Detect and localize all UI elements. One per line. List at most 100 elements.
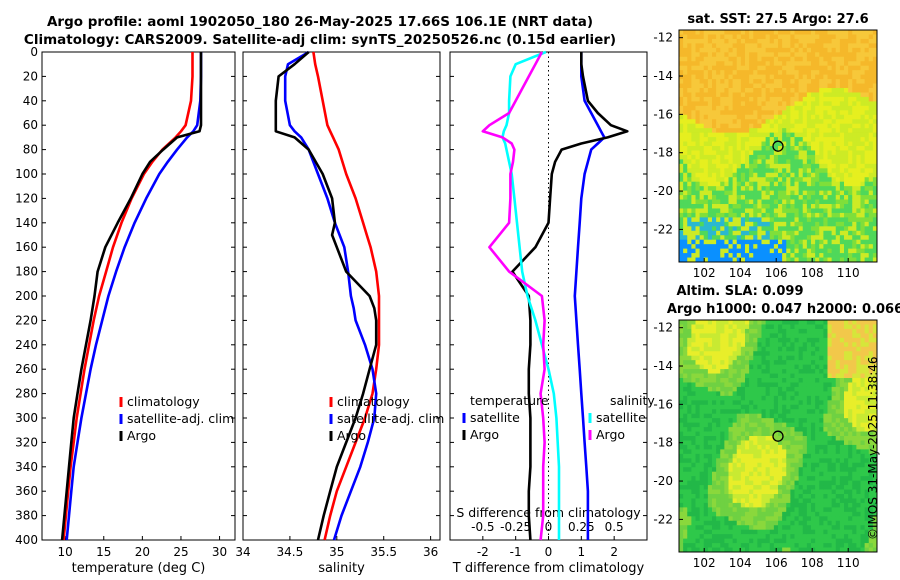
sla-map-cell — [786, 351, 791, 357]
sst-map-cell — [728, 204, 734, 209]
depth-tick-label: 240 — [15, 338, 38, 352]
sst-map-cell — [778, 105, 783, 111]
sla-map-cell — [827, 360, 833, 366]
sst-map-cell — [864, 65, 870, 71]
sst-map-cell — [691, 154, 696, 160]
sla-map-cell — [844, 516, 849, 522]
sst-map-cell — [811, 150, 816, 156]
sst-lon-label: 106 — [765, 266, 788, 280]
sst-map-cell — [716, 163, 721, 169]
sst-map-cell — [761, 212, 767, 218]
sst-map-cell — [782, 96, 787, 102]
sst-map-cell — [753, 128, 758, 134]
sla-map-cell — [790, 511, 795, 517]
sst-map-cell — [707, 235, 713, 241]
sst-map-cell — [844, 257, 849, 263]
sla-map-cell — [683, 373, 688, 379]
sla-map-cell — [695, 391, 701, 397]
sla-map-cell — [707, 440, 713, 446]
sst-map-cell — [707, 230, 713, 236]
sst-map-cell — [757, 79, 762, 84]
sst-map-cell — [835, 239, 841, 245]
sst-map-cell — [732, 181, 738, 187]
sst-map-cell — [802, 221, 808, 227]
sst-map-cell — [790, 43, 795, 49]
sst-map-cell — [864, 61, 870, 67]
sst-map-cell — [765, 226, 771, 232]
sla-map-cell — [724, 494, 729, 499]
sla-map-cell — [765, 337, 771, 343]
sst-map-cell — [786, 221, 791, 227]
sla-map-cell — [712, 436, 717, 441]
sla-map-cell — [782, 494, 787, 499]
sla-map-cell — [724, 404, 729, 410]
sst-map-cell — [806, 128, 812, 134]
sst-map-cell — [823, 195, 828, 200]
sst-map-cell — [720, 190, 725, 196]
sst-map-cell — [778, 168, 783, 174]
sst-map-cell — [691, 47, 696, 53]
sla-map-cell — [848, 449, 853, 455]
sst-map-cell — [778, 79, 783, 84]
sla-map-cell — [819, 360, 824, 366]
sst-map-cell — [790, 132, 795, 138]
sla-map-cell — [848, 382, 853, 388]
sst-map-cell — [782, 83, 787, 89]
sst-map-cell — [732, 239, 738, 245]
sst-map-cell — [720, 253, 725, 258]
sla-map-cell — [736, 404, 742, 410]
sst-map-cell — [856, 70, 861, 76]
sst-map-cell — [844, 110, 849, 116]
sla-map-cell — [695, 324, 701, 330]
sla-map-cell — [679, 395, 684, 401]
sla-map-cell — [728, 480, 734, 486]
sst-map-cell — [703, 119, 709, 125]
sst-map-cell — [687, 114, 692, 120]
sst-map-cell — [839, 190, 845, 196]
sla-map-cell — [790, 395, 795, 401]
sla-map-cell — [707, 418, 713, 424]
sst-map-cell — [778, 83, 783, 89]
sst-map-cell — [691, 34, 696, 40]
sla-map-cell — [740, 462, 746, 468]
sla-map-cell — [794, 476, 800, 482]
sst-map-cell — [707, 141, 713, 147]
sst-map-cell — [778, 146, 783, 151]
sst-map-cell — [872, 190, 878, 196]
sst-map-cell — [740, 34, 746, 40]
sst-map-cell — [761, 105, 767, 111]
sla-map-cell — [691, 404, 696, 410]
sst-map-cell — [679, 186, 684, 192]
sst-map-cell — [703, 79, 709, 84]
sla-map-cell — [720, 373, 725, 379]
sla-map-cell — [794, 328, 800, 334]
sla-map-cell — [745, 364, 750, 370]
sst-map-cell — [712, 248, 717, 254]
sla-map-cell — [728, 507, 734, 513]
sla-map-cell — [724, 342, 729, 348]
sla-map-cell — [844, 333, 849, 339]
sla-map-cell — [707, 444, 713, 450]
sst-map-cell — [790, 217, 795, 223]
sst-map-cell — [683, 146, 688, 151]
sst-map-cell — [773, 30, 779, 35]
sst-map-cell — [736, 101, 742, 107]
sla-map-cell — [745, 337, 750, 343]
sla-map-cell — [802, 436, 808, 441]
sst-map-cell — [860, 38, 866, 44]
sst-map-cell — [761, 199, 767, 205]
sla-map-cell — [844, 547, 849, 553]
sla-map-cell — [831, 427, 837, 432]
sla-map-cell — [765, 333, 771, 339]
sst-map-cell — [745, 56, 750, 62]
sst-map-cell — [761, 168, 767, 174]
sst-map-cell — [699, 190, 705, 196]
sla-map-cell — [819, 328, 824, 334]
sst-map-cell — [860, 128, 866, 134]
sla-map-cell — [802, 489, 808, 495]
sla-map-cell — [745, 413, 750, 419]
sst-map-cell — [856, 128, 861, 134]
sla-map-cell — [753, 525, 758, 531]
sla-map-cell — [699, 342, 705, 348]
sst-map-cell — [707, 132, 713, 138]
